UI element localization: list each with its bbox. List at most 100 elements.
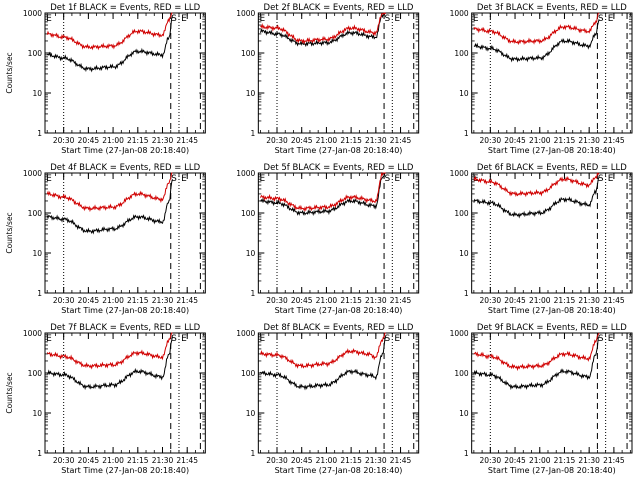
start-marker-label: S: [385, 334, 391, 344]
x-tick-label: 20:30: [266, 136, 288, 145]
y-tick-label: 1: [251, 449, 256, 458]
x-tick-label: 21:45: [176, 296, 198, 305]
y-tick-label: 100: [241, 49, 256, 58]
x-axis-label: Start Time (27-Jan-08 20:18:40): [488, 466, 616, 475]
y-tick-label: 10: [246, 409, 256, 418]
x-tick-label: 21:00: [102, 456, 124, 465]
events-series-line: [46, 336, 173, 391]
x-tick-label: 21:45: [390, 136, 412, 145]
x-tick-label: 21:45: [390, 296, 412, 305]
start-marker-label: S: [385, 14, 391, 24]
x-tick-label: 21:15: [554, 456, 576, 465]
detector-panel: Det 2f BLACK = Events, RED = LLD 1 10 100 10…: [236, 3, 420, 155]
detector-panel: Det 8f BLACK = Events, RED = LLD 1 10 100 10…: [236, 323, 420, 475]
x-tick-label: 21:30: [578, 296, 600, 305]
x-tick-label: 21:15: [554, 296, 576, 305]
detector-panel: Det 5f BLACK = Events, RED = LLD 1 10 100 10…: [236, 163, 420, 315]
y-tick-label: 100: [454, 209, 469, 218]
x-axis-label: Start Time (27-Jan-08 20:18:40): [275, 466, 403, 475]
y-tick-label: 100: [28, 209, 43, 218]
x-tick-label: 20:45: [504, 136, 526, 145]
x-tick-label: 21:15: [127, 296, 149, 305]
y-tick-label: 100: [454, 369, 469, 378]
end-marker-label: E: [46, 14, 52, 24]
detector-panel: Det 6f BLACK = Events, RED = LLD 1 10 100 10…: [450, 163, 633, 315]
events-series-line: [260, 172, 386, 217]
x-tick-label: 21:15: [340, 296, 362, 305]
x-tick-label: 21:30: [152, 136, 174, 145]
y-tick-label: 100: [28, 369, 43, 378]
x-tick-label: 21:30: [152, 296, 174, 305]
x-tick-label: 20:30: [480, 136, 502, 145]
y-tick-label: 1000: [23, 329, 42, 338]
panel-title: Det 9f BLACK = Events, RED = LLD: [477, 323, 627, 333]
y-tick-label: 1: [37, 129, 42, 138]
x-tick-label: 21:00: [529, 296, 551, 305]
y-tick-label: 1000: [236, 169, 255, 178]
end-marker-label: E: [394, 334, 400, 344]
x-tick-label: 21:00: [529, 136, 551, 145]
y-tick-label: 1: [251, 289, 256, 298]
events-series-line: [473, 19, 600, 63]
y-tick-label: 100: [28, 49, 43, 58]
panel-title: Det 5f BLACK = Events, RED = LLD: [264, 163, 414, 173]
plot-frame: [471, 12, 633, 134]
y-tick-label: 10: [459, 409, 469, 418]
lld-series-line: [46, 172, 173, 213]
panel-title: Det 3f BLACK = Events, RED = LLD: [477, 3, 627, 13]
end-marker-label: E: [608, 334, 614, 344]
start-marker-label: S: [171, 14, 177, 24]
x-tick-label: 21:00: [316, 456, 338, 465]
x-tick-label: 20:45: [291, 296, 313, 305]
end-marker-label: E: [259, 174, 265, 184]
x-tick-label: 20:30: [53, 456, 75, 465]
events-series-line: [47, 16, 173, 73]
end-marker-label: E: [473, 334, 479, 344]
y-tick-label: 1: [464, 289, 469, 298]
x-tick-label: 21:45: [390, 456, 412, 465]
lld-series-line: [46, 12, 173, 51]
y-tick-label: 10: [32, 249, 42, 258]
start-marker-label: S: [171, 334, 177, 344]
panel-title: Det 8f BLACK = Events, RED = LLD: [264, 323, 414, 333]
y-tick-label: 1: [464, 449, 469, 458]
x-axis-label: Start Time (27-Jan-08 20:18:40): [488, 146, 616, 155]
lld-series-line: [260, 12, 387, 45]
x-tick-label: 20:30: [53, 136, 75, 145]
x-tick-label: 20:45: [291, 136, 313, 145]
panel-title: Det 1f BLACK = Events, RED = LLD: [50, 3, 200, 13]
panel-title: Det 6f BLACK = Events, RED = LLD: [477, 163, 627, 173]
end-marker-label: E: [181, 14, 187, 24]
lld-series-line: [260, 332, 386, 369]
x-tick-label: 21:45: [603, 136, 625, 145]
end-marker-label: E: [608, 174, 614, 184]
x-tick-label: 20:30: [480, 296, 502, 305]
end-marker-label: E: [46, 174, 52, 184]
x-tick-label: 21:45: [603, 456, 625, 465]
x-tick-label: 20:45: [504, 456, 526, 465]
x-tick-label: 20:45: [504, 296, 526, 305]
end-marker-label: E: [394, 14, 400, 24]
plot-frame: [471, 332, 633, 454]
y-axis-label: Counts/sec: [5, 212, 14, 253]
start-marker-label: S: [598, 14, 604, 24]
y-tick-label: 10: [246, 89, 256, 98]
x-tick-label: 21:30: [365, 456, 387, 465]
y-tick-label: 1: [37, 289, 42, 298]
x-tick-label: 20:30: [266, 456, 288, 465]
y-tick-label: 1000: [236, 9, 255, 18]
y-tick-label: 1000: [450, 9, 469, 18]
x-axis-label: Start Time (27-Jan-08 20:18:40): [61, 466, 189, 475]
detector-panel: Det 1f BLACK = Events, RED = LLD 1 10 100 10…: [5, 3, 206, 155]
detector-panel: Det 4f BLACK = Events, RED = LLD 1 10 100 10…: [5, 163, 206, 315]
x-tick-label: 20:45: [78, 136, 100, 145]
end-marker-label: E: [46, 334, 52, 344]
plot-frame: [44, 332, 206, 454]
detector-panel: Det 3f BLACK = Events, RED = LLD 1 10 100 10…: [450, 3, 633, 155]
x-tick-label: 20:30: [266, 296, 288, 305]
lld-series-line: [473, 12, 600, 46]
events-series-line: [473, 176, 600, 219]
x-tick-label: 21:00: [316, 136, 338, 145]
